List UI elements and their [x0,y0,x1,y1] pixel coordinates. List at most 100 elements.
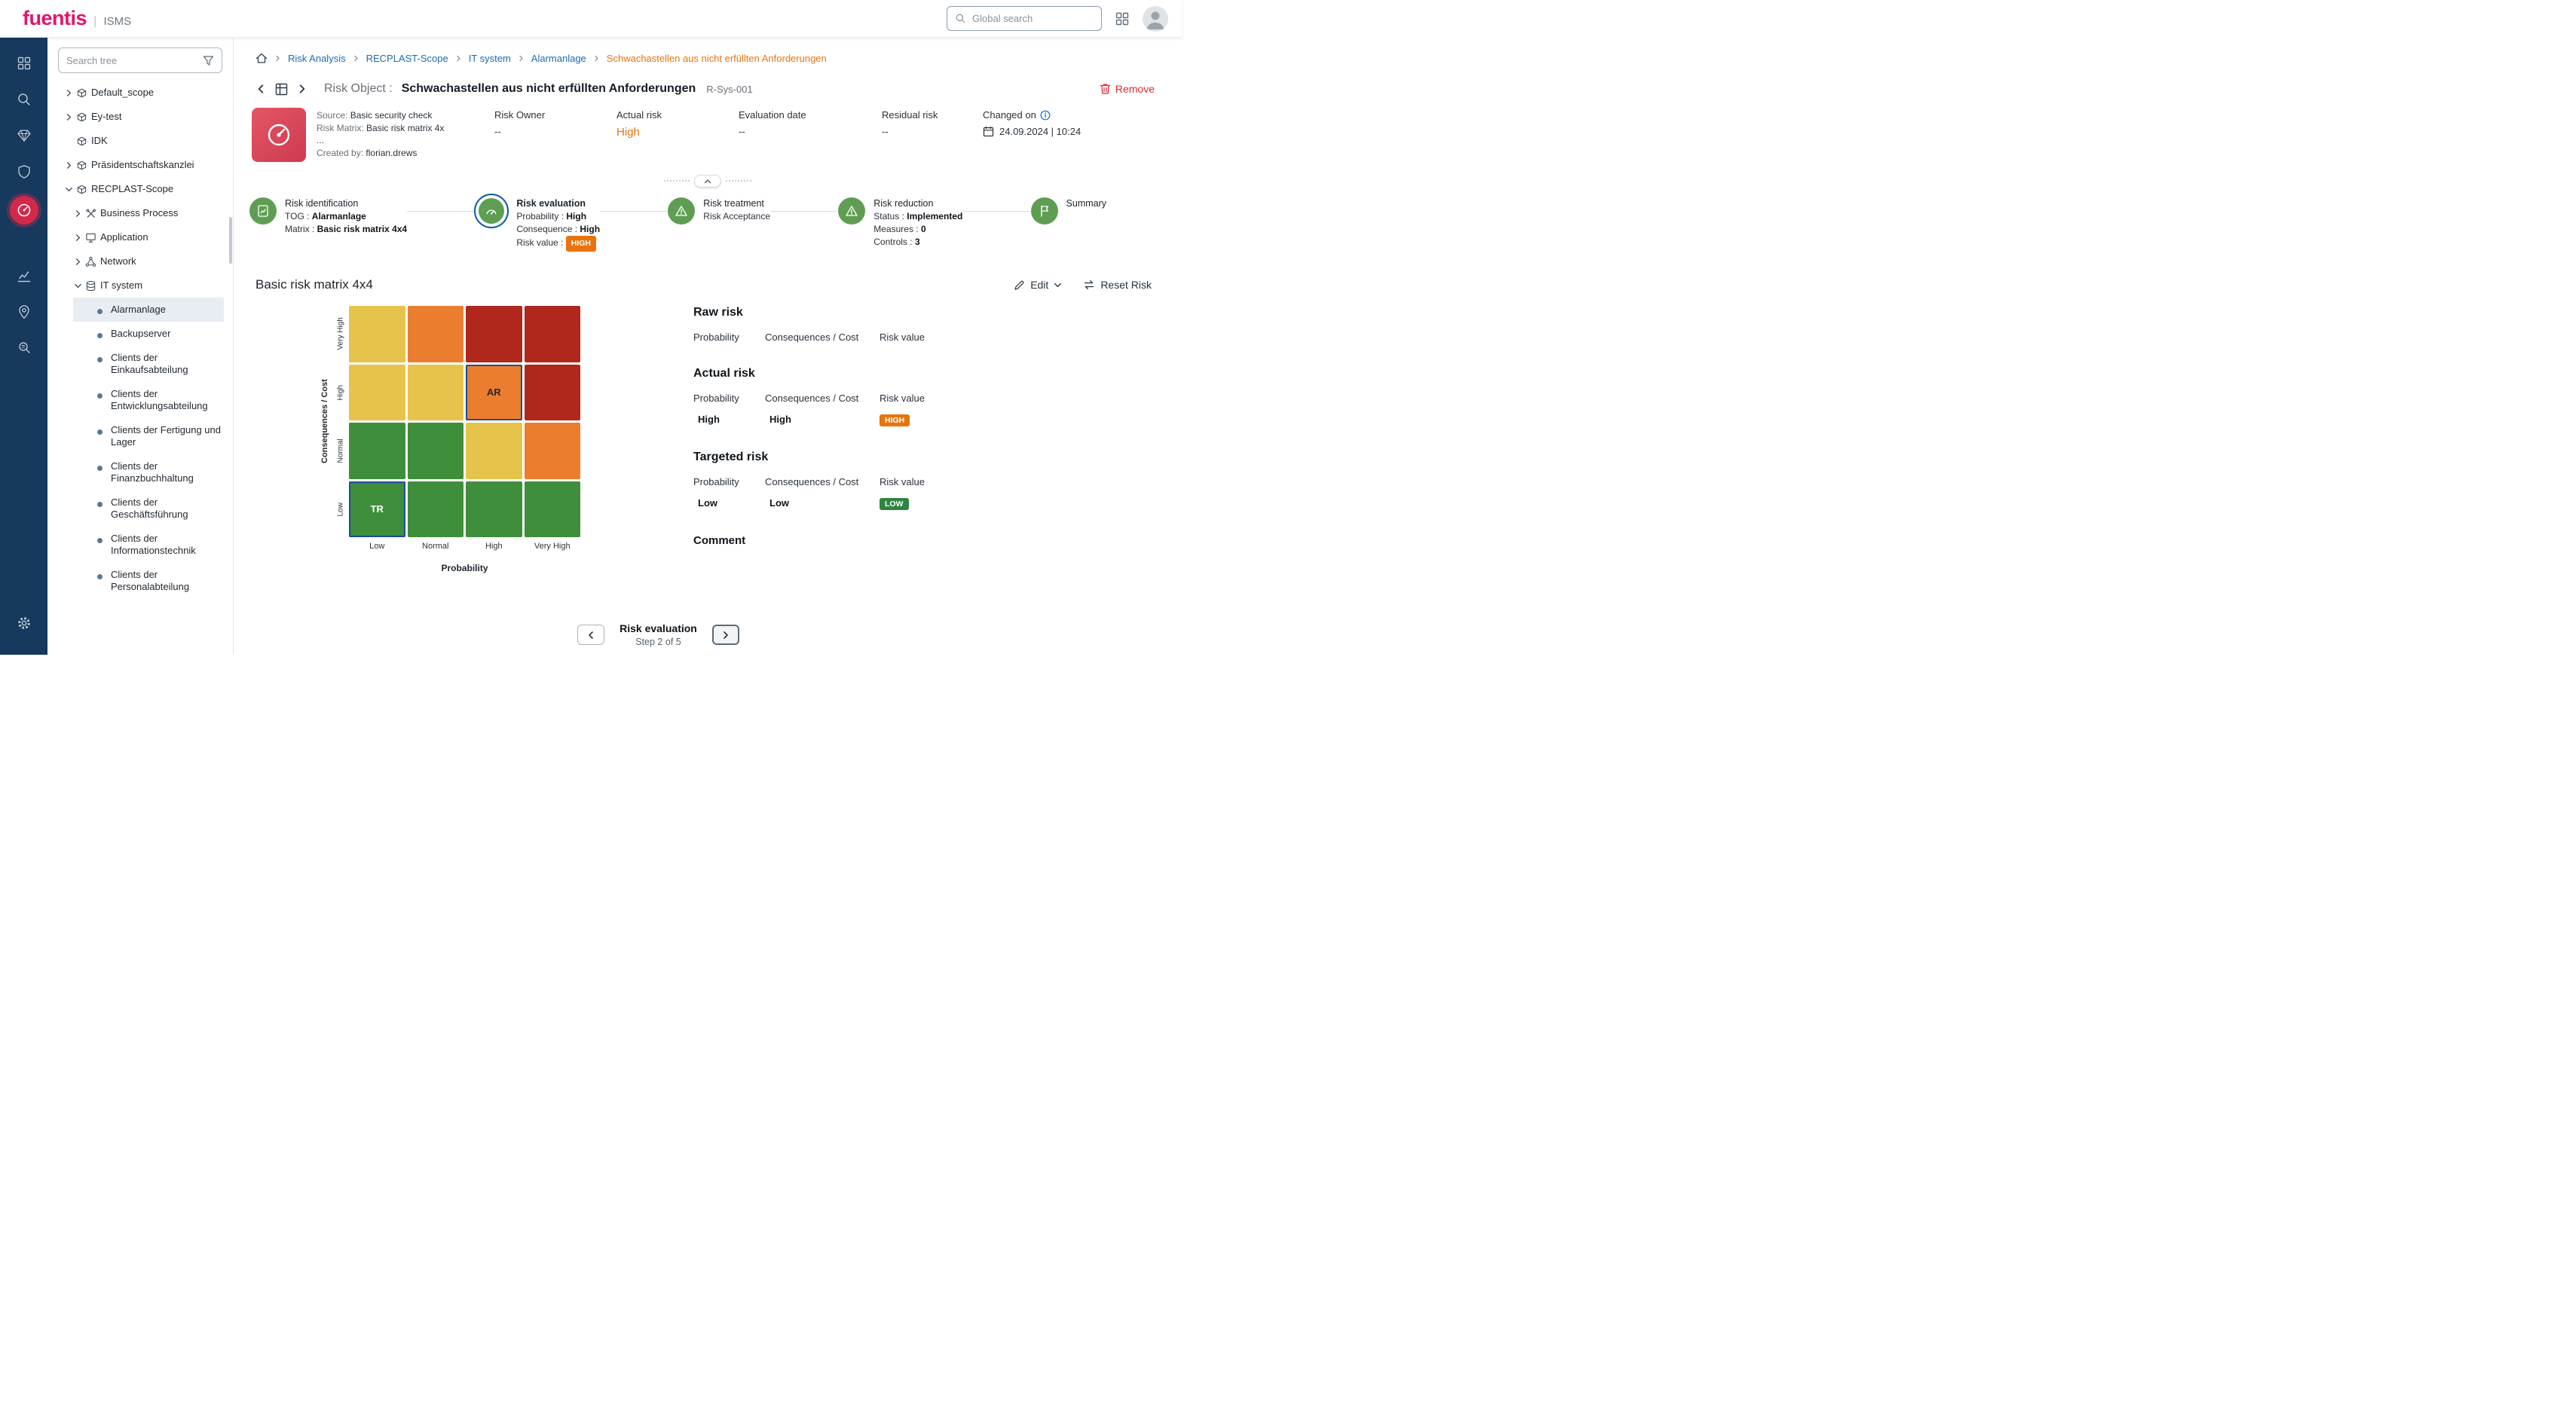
sidebar-analytics-icon[interactable] [9,261,39,291]
tree-item-business-process[interactable]: Business Process [47,201,233,225]
tree-item-clients-der-einkaufsabteilung[interactable]: Clients der Einkaufsabteilung [47,346,233,382]
step-circle [667,197,696,225]
matrix-cell-normal-very-high[interactable] [524,423,580,479]
matrix-cell-high-normal[interactable] [407,364,463,420]
info-icon[interactable] [1040,110,1051,121]
tree-item-clients-der-personalabteilung[interactable]: Clients der Personalabteilung [47,563,233,599]
tree-item-clients-der-informationstechnik[interactable]: Clients der Informationstechnik [47,527,233,563]
product-name: ISMS [103,15,132,28]
step-risk-treatment[interactable]: Risk treatment Risk Acceptance [667,197,770,225]
step-risk-evaluation[interactable]: Risk evaluation Probability : High Consequ… [474,194,600,252]
sidebar-gem-icon[interactable] [9,121,39,151]
chevron-right-icon[interactable] [63,87,75,99]
breadcrumb-link-recplast-scope[interactable]: RECPLAST-Scope [366,53,448,64]
risk-column-labels: Probability Consequences / Cost Risk value [693,332,942,343]
app-logo[interactable]: fuentis [23,7,87,29]
step-connector [600,211,668,212]
forward-chevron-icon[interactable] [297,84,307,94]
tree-item-clients-der-gesch-ftsf-hrung[interactable]: Clients der Geschäftsführung [47,490,233,527]
sidebar-dashboard-icon[interactable] [9,48,39,78]
tree-search-input[interactable] [66,54,203,66]
chevron-right-icon[interactable] [72,231,84,243]
step-risk-reduction[interactable]: Risk reduction Status : Implemented Measur… [837,197,962,249]
chevron-spacer [82,304,94,316]
reset-risk-button[interactable]: Reset Risk [1083,279,1152,291]
chevron-right-icon[interactable] [63,111,75,123]
matrix-cell-normal-normal[interactable] [407,423,463,479]
global-search-input[interactable] [972,13,1094,24]
filter-icon[interactable] [203,55,214,66]
matrix-cell-very-high-low[interactable] [349,306,405,362]
breadcrumb-link-alarmanlage[interactable]: Alarmanlage [531,53,586,64]
tree-item-recplast-scope[interactable]: RECPLAST-Scope [47,177,233,201]
previous-step-button[interactable] [577,625,605,645]
chevron-down-icon[interactable] [72,280,84,292]
sidebar-search-icon[interactable] [9,84,39,115]
back-chevron-icon[interactable] [255,84,266,94]
breadcrumb-separator-icon [274,55,281,62]
avatar[interactable] [1143,5,1168,32]
tree-item-alarmanlage[interactable]: Alarmanlage [73,298,224,322]
bullet-icon [96,328,111,340]
sidebar-settings-icon[interactable] [9,608,39,638]
tree-item-pr-sidentschaftskanzlei[interactable]: Präsidentschaftskanzlei [47,153,233,177]
matrix-cell-very-high-high[interactable] [466,306,522,362]
breadcrumb-link-it-system[interactable]: IT system [468,53,511,64]
comment-heading: Comment [693,534,746,547]
sidebar-shield-icon[interactable] [9,157,39,187]
breadcrumb-link-risk-analysis[interactable]: Risk Analysis [288,53,346,64]
edit-button[interactable]: Edit [1014,279,1062,291]
chevron-right-icon[interactable] [72,255,84,267]
matrix-cell-low-low[interactable]: TR [349,481,405,537]
step-risk-identification[interactable]: Risk identification TOG : Alarmanlage Matr… [249,197,407,236]
search-icon [955,13,966,24]
matrix-cell-high-low[interactable] [349,364,405,420]
chevron-right-icon[interactable] [72,207,84,219]
tree-item-clients-der-finanzbuchhaltung[interactable]: Clients der Finanzbuchhaltung [47,454,233,490]
matrix-cell-normal-low[interactable] [349,423,405,479]
tree-search[interactable] [58,47,222,73]
risk-column-labels: Probability Consequences / Cost Risk value [693,476,942,487]
tree-item-it-system[interactable]: IT system [47,273,233,298]
tree-item-backupserver[interactable]: Backupserver [47,322,233,346]
home-icon[interactable] [255,53,268,64]
next-step-button[interactable] [711,625,739,645]
tree-item-clients-der-fertigung-und-lager[interactable]: Clients der Fertigung und Lager [47,418,233,454]
matrix-cell-low-high[interactable] [466,481,522,537]
matrix-cell-very-high-normal[interactable] [407,306,463,362]
itsystem-icon [85,280,100,292]
bullet-icon [96,388,111,400]
matrix-view-icon[interactable] [275,83,288,96]
matrix-cell-high-very-high[interactable] [524,364,580,420]
collapse-panel-button[interactable] [694,174,721,188]
matrix-cell-high-high[interactable]: AR [466,364,522,420]
pager-step-title: Risk evaluation [620,622,697,634]
matrix-cell-low-very-high[interactable] [524,481,580,537]
tree-item-network[interactable]: Network [47,249,233,273]
chevron-spacer [82,497,94,509]
chevron-right-icon[interactable] [63,159,75,171]
sidebar-audit-icon[interactable] [9,333,39,363]
sidebar-location-icon[interactable] [9,297,39,327]
tree-item-application[interactable]: Application [47,225,233,249]
tree-item-default-scope[interactable]: Default_scope [47,81,233,105]
tree-item-clients-der-entwicklungsabteilung[interactable]: Clients der Entwicklungsabteilung [47,382,233,418]
object-meta: Source: Basic security check Risk Matrix:… [317,108,446,162]
column-label: Consequences / Cost [765,393,859,404]
sidebar-risk-gauge-icon[interactable] [9,196,38,225]
matrix-cell-very-high-very-high[interactable] [524,306,580,362]
breadcrumb: Risk Analysis RECPLAST-Scope IT system Alar… [234,38,1182,64]
step-title: Risk reduction [873,198,934,209]
tree-scrollbar[interactable] [229,217,232,264]
chevron-down-icon[interactable] [63,183,75,195]
matrix-cell-low-normal[interactable] [407,481,463,537]
app-launcher-icon[interactable] [1115,12,1129,26]
tree-item-ey-test[interactable]: Ey-test [47,105,233,129]
global-search[interactable] [947,6,1102,31]
remove-button[interactable]: Remove [1100,83,1155,95]
tree-item-idk[interactable]: IDK [47,129,233,153]
bullet-icon [96,352,111,364]
matrix-cell-normal-high[interactable] [466,423,522,479]
step-summary[interactable]: Summary [1030,197,1106,225]
tree-item-label: Präsidentschaftskanzlei [91,159,194,170]
